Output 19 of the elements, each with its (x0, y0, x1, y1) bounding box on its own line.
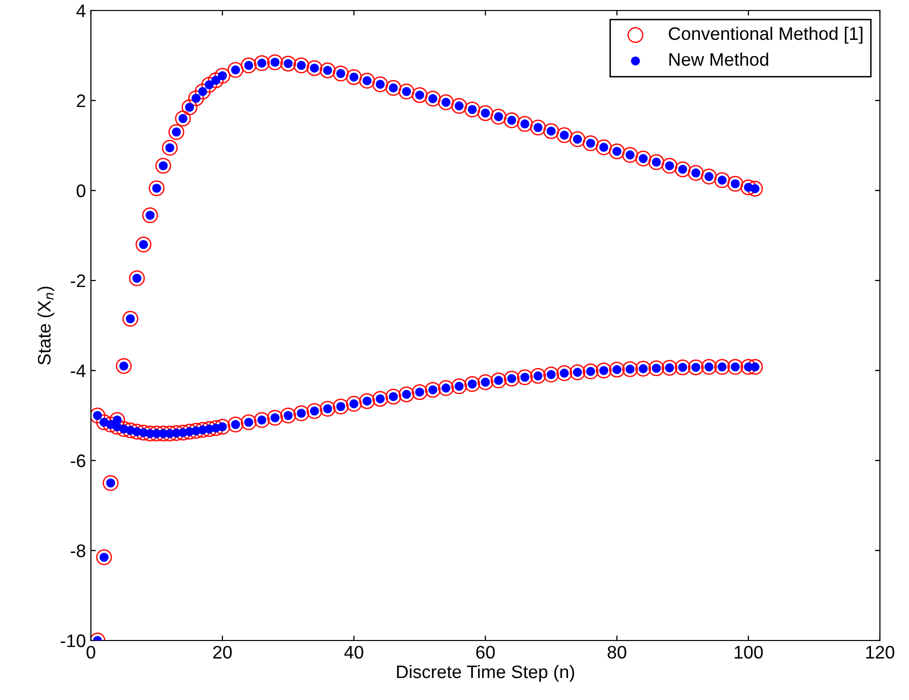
y-tick-label: 4 (76, 4, 86, 18)
x-tick-label: 20 (213, 646, 232, 659)
y-tick-label: -10 (60, 634, 86, 648)
x-tick-label: 80 (608, 646, 626, 659)
y-tick-label: 0 (76, 184, 86, 198)
y-tick-label: -8 (70, 544, 86, 558)
legend-label: Conventional Method [1] (668, 26, 862, 44)
x-tick-label: 0 (86, 646, 96, 659)
y-tick-label: -4 (70, 364, 86, 378)
x-tick-label: 60 (476, 646, 495, 659)
x-tick-label: 40 (344, 646, 364, 659)
x-tick-label: 120 (866, 646, 894, 659)
y-tick-label: -6 (70, 454, 86, 468)
x-tick-label: 100 (734, 646, 763, 659)
x-axis-title: Discrete Time Step (n) (397, 664, 574, 682)
y-axis-title: State (X$_{n}$) (37, 286, 54, 365)
legend-label: New Method (669, 52, 768, 66)
y-tick-label: -2 (70, 274, 86, 288)
y-tick-label: 2 (76, 94, 86, 108)
